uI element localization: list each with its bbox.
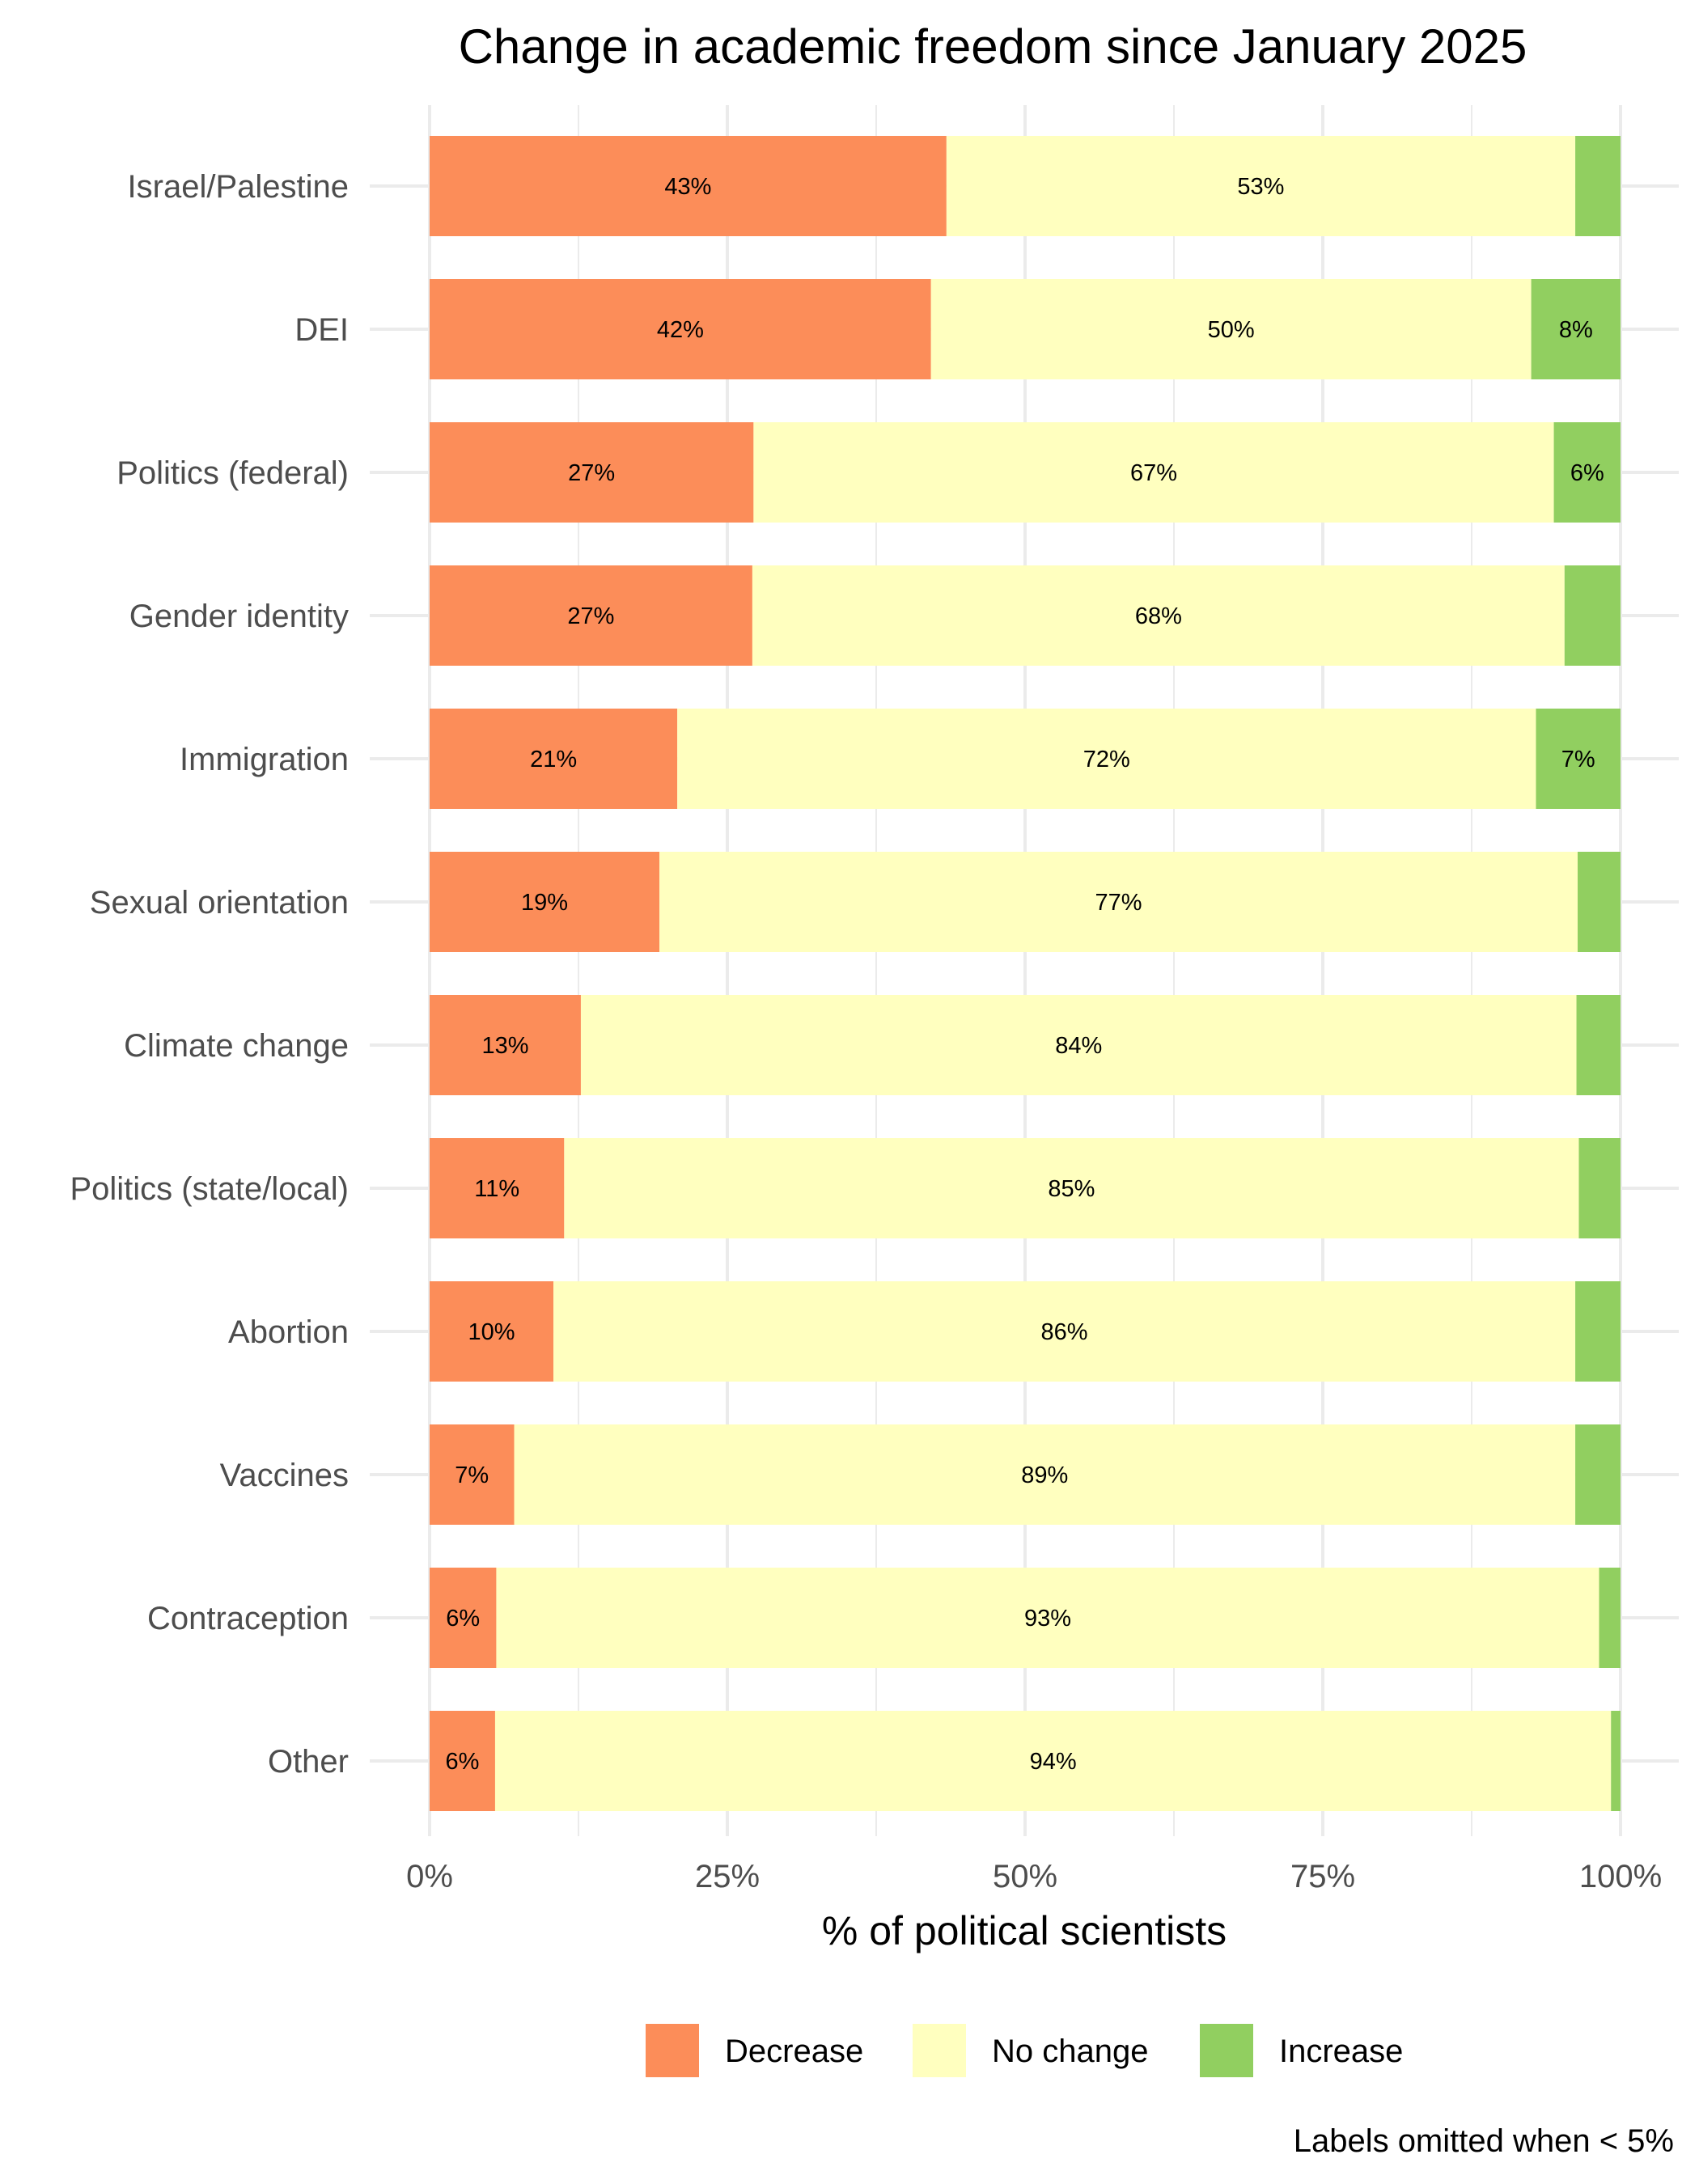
bar-segment-no-change [494, 1711, 1612, 1811]
bar-segment-no-change [553, 1281, 1576, 1382]
data-label: 86% [1041, 1319, 1088, 1345]
data-label: 85% [1048, 1176, 1095, 1202]
bar-segment-increase [1536, 709, 1621, 809]
legend: Decrease No change Increase [646, 2024, 1403, 2077]
y-tick-label: Contraception [147, 1601, 349, 1636]
y-tick-label: DEI [294, 312, 349, 348]
data-label: 89% [1021, 1462, 1068, 1488]
y-tick-label: Politics (federal) [117, 455, 349, 491]
legend-label: Increase [1279, 2034, 1403, 2069]
data-label: 8% [1559, 317, 1593, 343]
data-label: 67% [1130, 460, 1177, 486]
bar-segment-increase [1578, 852, 1621, 952]
y-tick-label: Gender identity [129, 599, 349, 634]
legend-swatch-increase [1200, 2024, 1253, 2077]
bar-segment-decrease [430, 1568, 497, 1668]
data-label: 50% [1208, 317, 1255, 343]
y-tick-label: Vaccines [220, 1458, 349, 1493]
legend-label: No change [992, 2034, 1148, 2069]
bar-segment-decrease [430, 1711, 495, 1811]
bar-segment-decrease [430, 422, 754, 523]
y-tick-label: Immigration [180, 742, 349, 777]
x-tick-label: 100% [1579, 1859, 1662, 1894]
data-label: 77% [1095, 890, 1142, 916]
x-tick-label: 0% [406, 1859, 453, 1894]
bar-segment-increase [1575, 1424, 1621, 1525]
data-label: 93% [1024, 1606, 1071, 1632]
bar-segment-decrease [430, 279, 931, 379]
caption: Labels omitted when < 5% [1294, 2123, 1674, 2159]
y-tick-label: Israel/Palestine [128, 169, 349, 205]
data-label: 13% [481, 1033, 528, 1059]
data-label: 94% [1030, 1749, 1077, 1775]
bar-segment-decrease [430, 136, 947, 236]
legend-swatch-no-change [913, 2024, 966, 2077]
bar-segment-no-change [930, 279, 1532, 379]
bar-segment-increase [1553, 422, 1621, 523]
bar-segment-increase [1611, 1711, 1621, 1811]
y-tick-label: Politics (state/local) [70, 1171, 349, 1207]
bars [430, 136, 1621, 1811]
bar-segment-increase [1575, 136, 1621, 236]
bar-segment-no-change [946, 136, 1576, 236]
data-label: 10% [468, 1319, 515, 1345]
data-label: 6% [1570, 460, 1604, 486]
data-label: 6% [446, 1606, 480, 1632]
bar-segment-increase [1575, 1281, 1621, 1382]
y-tick-label: Sexual orientation [90, 885, 349, 921]
chart-title: Change in academic freedom since January… [459, 19, 1527, 74]
data-label: 6% [446, 1749, 480, 1775]
bar-segment-no-change [659, 852, 1578, 952]
data-label: 19% [521, 890, 568, 916]
bar-segment-increase [1576, 995, 1621, 1095]
data-label: 21% [530, 747, 577, 772]
bar-segment-increase [1599, 1568, 1621, 1668]
x-tick-label: 50% [993, 1859, 1057, 1894]
legend-label: Decrease [725, 2034, 863, 2069]
data-label: 7% [1561, 747, 1595, 772]
bar-segment-no-change [580, 995, 1577, 1095]
bar-segment-decrease [430, 995, 581, 1095]
y-tick-label: Climate change [124, 1028, 349, 1064]
data-label: 11% [474, 1176, 519, 1202]
y-axis-tick-labels: Israel/Palestine DEI Politics (federal) Gen… [70, 169, 349, 1780]
bar-segment-no-change [752, 565, 1565, 666]
bar-segment-decrease [430, 565, 752, 666]
data-label: 72% [1083, 747, 1130, 772]
data-label: 7% [455, 1462, 489, 1488]
x-axis-label: % of political scientists [822, 1908, 1227, 1953]
x-axis-tick-labels: 0% 25% 50% 75% 100% [406, 1859, 1662, 1894]
x-tick-label: 75% [1290, 1859, 1355, 1894]
data-label: 43% [664, 174, 711, 200]
data-label: 53% [1237, 174, 1284, 200]
bar-segment-decrease [430, 852, 660, 952]
legend-swatch-decrease [646, 2024, 699, 2077]
data-label: 68% [1135, 603, 1182, 629]
x-tick-label: 25% [695, 1859, 760, 1894]
data-labels: 43% 53% 42% 50% 8% 27% 67% 6% 27% 68% 21% 72% 7% 19% 7… [446, 174, 1604, 1775]
y-tick-label: Other [268, 1744, 349, 1780]
bar-segment-increase [1564, 565, 1621, 666]
bar-segment-no-change [677, 709, 1536, 809]
bar-segment-no-change [514, 1424, 1576, 1525]
data-label: 27% [567, 603, 614, 629]
bar-segment-no-change [564, 1138, 1579, 1238]
bar-segment-no-change [496, 1568, 1599, 1668]
bar-segment-increase [1531, 279, 1621, 379]
bar-segment-no-change [753, 422, 1554, 523]
data-label: 84% [1055, 1033, 1102, 1059]
bar-segment-decrease [430, 1281, 554, 1382]
bar-segment-increase [1578, 1138, 1621, 1238]
data-label: 42% [657, 317, 704, 343]
bar-segment-decrease [430, 1138, 565, 1238]
bar-segment-decrease [430, 1424, 515, 1525]
bar-segment-decrease [430, 709, 678, 809]
y-tick-label: Abortion [228, 1314, 349, 1350]
data-label: 27% [568, 460, 615, 486]
